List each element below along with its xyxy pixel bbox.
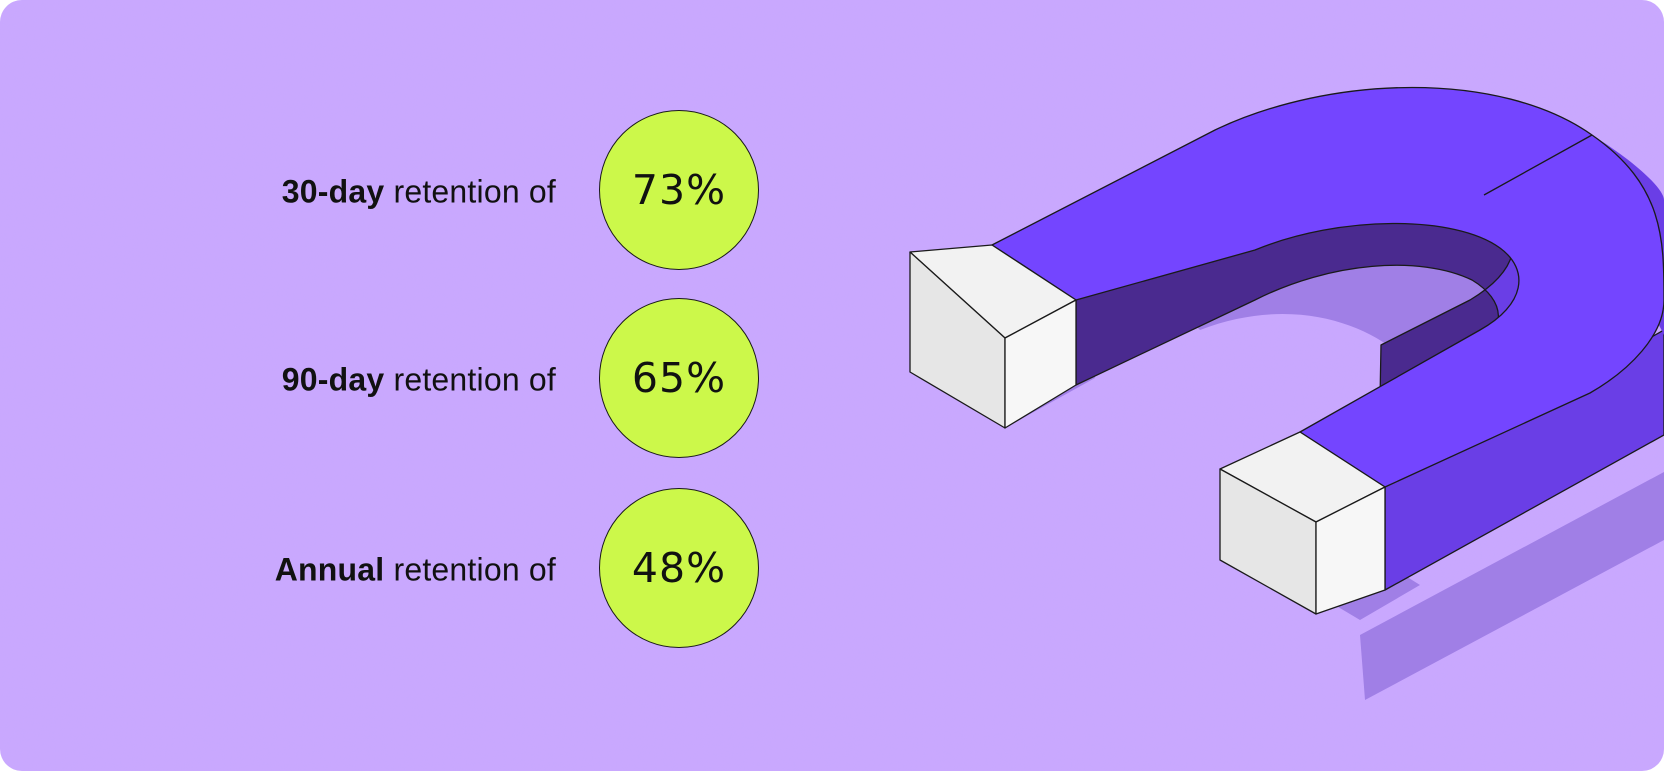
retention-text: retention of: [393, 361, 556, 398]
retention-text: retention of: [393, 173, 556, 210]
retention-label: 30-day retention of: [282, 174, 556, 211]
retention-value: 48%: [631, 544, 727, 592]
retention-period: Annual: [274, 551, 385, 588]
retention-row-90-day: 90-day retention of 65%: [0, 298, 780, 462]
retention-value-badge: 73%: [599, 110, 759, 270]
retention-row-annual: Annual retention of 48%: [0, 488, 780, 652]
retention-value-badge: 65%: [599, 298, 759, 458]
retention-period: 90-day: [281, 361, 385, 398]
retention-label: Annual retention of: [275, 552, 556, 589]
retention-row-30-day: 30-day retention of 73%: [0, 110, 780, 274]
retention-value: 65%: [631, 354, 727, 402]
retention-text: retention of: [393, 551, 556, 588]
retention-value: 73%: [631, 166, 727, 214]
retention-label: 90-day retention of: [282, 362, 556, 399]
retention-period: 30-day: [281, 173, 385, 210]
retention-value-badge: 48%: [599, 488, 759, 648]
